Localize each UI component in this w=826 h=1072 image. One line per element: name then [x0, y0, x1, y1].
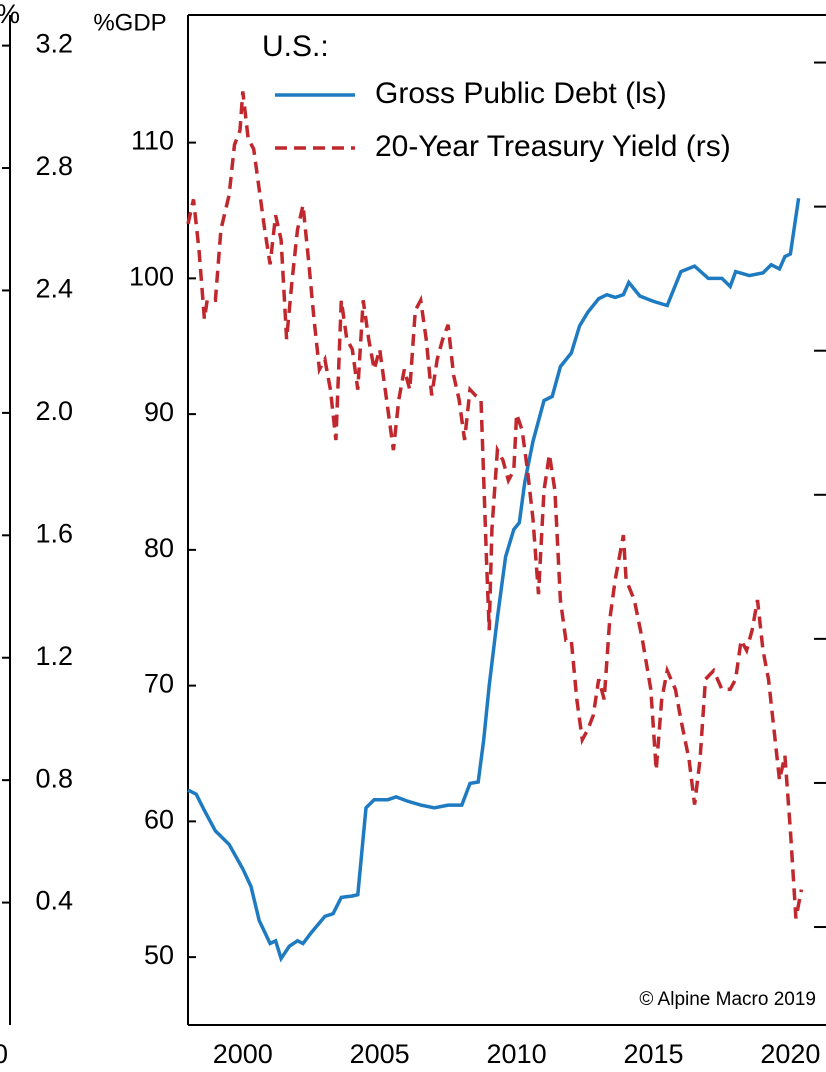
- left-panel-tick-label: 2.4: [35, 274, 73, 304]
- y-tick-label: 110: [131, 126, 174, 156]
- left-panel-ylabel: %: [0, 0, 20, 29]
- left-panel-tick-label: 3.2: [35, 29, 73, 59]
- left-panel-tick-label: 0.4: [35, 886, 73, 916]
- left-panel-tick-label: 2.8: [35, 151, 73, 181]
- y-tick-label: 90: [144, 397, 174, 427]
- y-axis-label: %GDP: [93, 9, 166, 36]
- x-tick-label: 2010: [487, 1039, 547, 1069]
- y-tick-label: 100: [129, 261, 174, 291]
- left-panel-tick-label: 1.2: [35, 641, 73, 671]
- y-tick-label: 70: [144, 669, 174, 699]
- annotation: © Alpine Macro 2019: [639, 989, 816, 1010]
- x-tick-label: 2020: [760, 1039, 820, 1069]
- series-line: [186, 91, 804, 919]
- left-panel-x-tick-label: 0: [0, 1039, 8, 1069]
- x-tick-label: 2000: [213, 1039, 273, 1069]
- legend-label: 20-Year Treasury Yield (rs): [375, 130, 731, 163]
- y-tick-label: 60: [144, 804, 174, 834]
- x-tick-label: 2005: [350, 1039, 410, 1069]
- left-panel-tick-label: 2.0: [35, 396, 73, 426]
- x-tick-label: 2015: [623, 1039, 683, 1069]
- y-tick-label: 80: [144, 533, 174, 563]
- series-line: [187, 198, 801, 963]
- legend-title: U.S.:: [262, 30, 329, 63]
- left-panel-tick-label: 0.8: [35, 763, 73, 793]
- y-tick-label: 50: [144, 940, 174, 970]
- left-panel-tick-label: 1.6: [35, 518, 73, 548]
- legend-label: Gross Public Debt (ls): [375, 77, 667, 110]
